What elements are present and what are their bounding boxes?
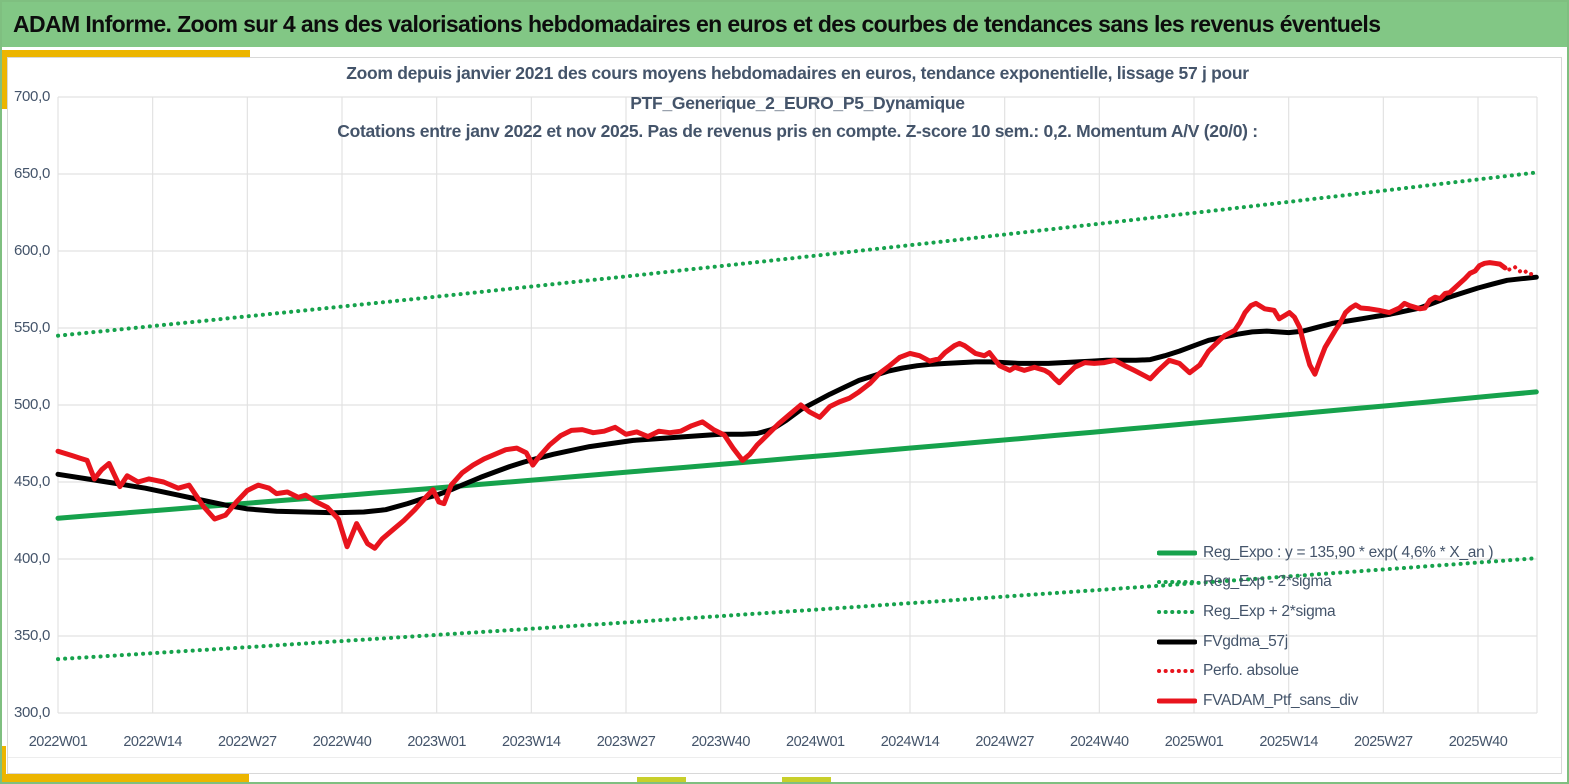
legend-line-sample (1157, 669, 1197, 674)
x-tick-label: 2025W40 (1448, 734, 1508, 750)
legend-line-sample (1157, 580, 1197, 585)
y-tick-label: 300,0 (13, 704, 50, 721)
x-tick-label: 2024W14 (880, 734, 940, 750)
x-tick-label: 2025W27 (1354, 734, 1413, 750)
x-tick-label: 2022W01 (28, 734, 88, 750)
legend-label: Reg_Exp - 2*sigma (1203, 573, 1332, 591)
legend-line-sample (1157, 698, 1197, 704)
header-banner: ADAM Informe. Zoom sur 4 ans des valoris… (2, 2, 1567, 47)
y-tick-label: 500,0 (13, 396, 50, 413)
x-tick-label: 2022W27 (218, 734, 277, 750)
x-tick-label: 2024W01 (786, 734, 845, 750)
x-tick-label: 2025W14 (1259, 734, 1318, 750)
legend-label: FVADAM_Ptf_sans_div (1203, 691, 1359, 709)
x-tick-label: 2024W40 (1070, 734, 1129, 750)
legend-entry[interactable]: Perfo. absolue (1157, 656, 1493, 686)
y-tick-label: 550,0 (13, 319, 50, 336)
legend-entry[interactable]: FVADAM_Ptf_sans_div (1157, 686, 1493, 716)
legend-entry[interactable]: Reg_Expo : y = 135,90 * exp( 4,6% * X_an… (1157, 538, 1494, 568)
x-tick-label: 2022W40 (312, 734, 372, 750)
y-tick-label: 450,0 (13, 473, 50, 490)
gold-marker-top (2, 50, 250, 57)
y-tick-label: 400,0 (13, 550, 50, 567)
legend-line-sample (1157, 550, 1197, 556)
worksheet-row-line (8, 757, 1561, 758)
y-tick-label: 650,0 (13, 165, 50, 182)
y-tick-label: 350,0 (13, 627, 50, 644)
gold-marker-left-bottom (2, 746, 6, 782)
x-tick-label: 2022W14 (123, 734, 182, 750)
x-tick-label: 2023W14 (502, 734, 561, 750)
y-tick-label: 600,0 (13, 242, 50, 259)
x-tick-label: 2023W01 (407, 734, 466, 750)
legend-entry[interactable]: Reg_Exp + 2*sigma (1157, 597, 1493, 627)
y-tick-label: 700,0 (13, 88, 50, 105)
legend-label: Perfo. absolue (1203, 662, 1299, 680)
x-tick-label: 2025W01 (1164, 734, 1224, 750)
legend-label: Reg_Exp + 2*sigma (1203, 602, 1336, 620)
x-tick-label: 2023W40 (691, 734, 750, 750)
x-tick-label: 2024W27 (975, 734, 1034, 750)
gold-marker-bottom (2, 774, 249, 782)
chart-legend[interactable]: Reg_Expo : y = 135,90 * exp( 4,6% * X_an… (1157, 538, 1494, 716)
legend-line-sample (1157, 609, 1197, 614)
header-title: ADAM Informe. Zoom sur 4 ans des valoris… (13, 11, 1381, 37)
legend-line-sample (1157, 639, 1197, 645)
legend-label: FVgdma_57j (1203, 632, 1288, 650)
legend-entry[interactable]: Reg_Exp - 2*sigma (1157, 568, 1493, 598)
chartreuse-marker-1 (637, 777, 686, 782)
chartreuse-marker-2 (782, 777, 831, 782)
gold-marker-left-top (2, 50, 7, 109)
legend-entry[interactable]: FVgdma_57j (1157, 627, 1493, 657)
x-tick-label: 2023W27 (596, 734, 656, 750)
legend-label: Reg_Expo : y = 135,90 * exp( 4,6% * X_an… (1203, 543, 1494, 561)
